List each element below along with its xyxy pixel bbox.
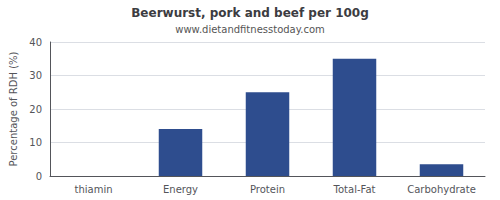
svg-text:10: 10	[29, 137, 42, 148]
svg-text:thiamin: thiamin	[74, 184, 112, 195]
svg-text:Percentage of RDH (%): Percentage of RDH (%)	[8, 51, 19, 166]
svg-text:Protein: Protein	[250, 184, 285, 195]
svg-text:20: 20	[29, 104, 42, 115]
svg-text:40: 40	[29, 37, 42, 48]
svg-text:Beerwurst, pork and beef per 1: Beerwurst, pork and beef per 100g	[131, 6, 369, 20]
svg-text:Total-Fat: Total-Fat	[333, 184, 376, 195]
svg-text:Carbohydrate: Carbohydrate	[407, 184, 476, 195]
svg-text:Energy: Energy	[163, 184, 198, 195]
svg-text:30: 30	[29, 70, 42, 81]
svg-text:0: 0	[36, 171, 42, 182]
svg-text:www.dietandfitnesstoday.com: www.dietandfitnesstoday.com	[175, 24, 324, 35]
